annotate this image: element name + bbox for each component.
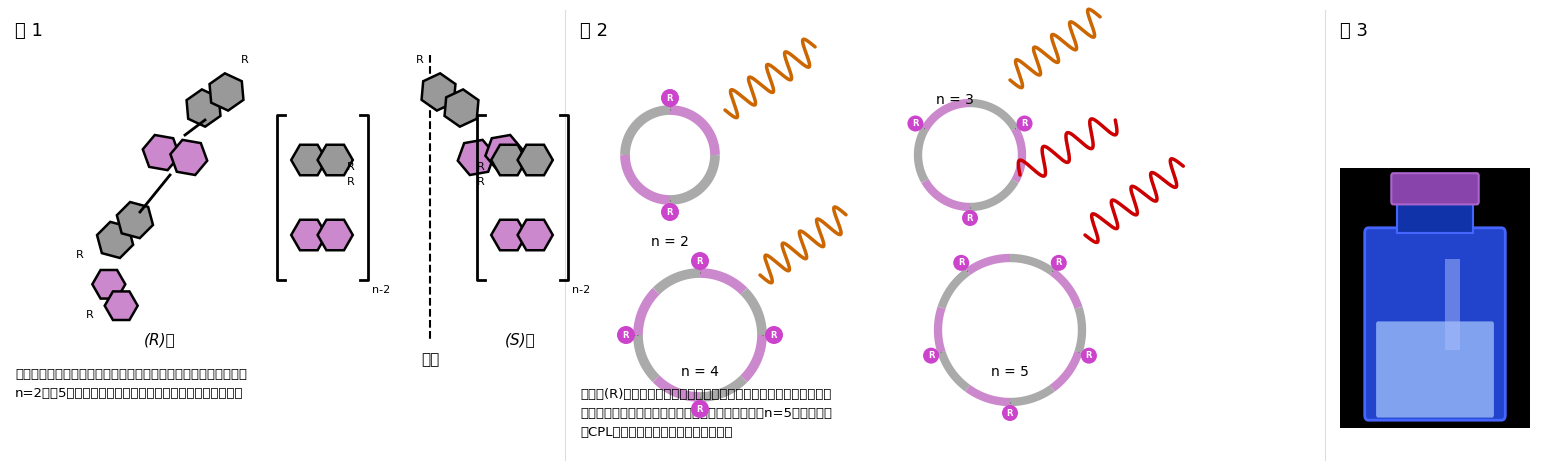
Text: (R)体: (R)体: [143, 333, 176, 348]
Circle shape: [1016, 115, 1032, 131]
Text: R: R: [348, 162, 355, 172]
Text: R: R: [667, 94, 673, 103]
Polygon shape: [187, 89, 220, 127]
Text: n = 2: n = 2: [652, 235, 689, 249]
Text: n = 4: n = 4: [681, 365, 719, 379]
Text: R: R: [912, 119, 918, 128]
FancyBboxPatch shape: [1364, 228, 1506, 420]
Text: R: R: [477, 162, 485, 172]
Text: 左右の分子は互いにキラル（鏡像関係にあるが同一ではない）。
n=2から5と、ユニットを増やせば環サイズは大きくなる。: 左右の分子は互いにキラル（鏡像関係にあるが同一ではない）。 n=2から5と、ユニ…: [16, 368, 246, 400]
Polygon shape: [97, 222, 133, 258]
Text: R: R: [348, 177, 355, 187]
Text: R: R: [416, 55, 424, 65]
Text: 図１の(R)体を模式的に記したもの。ナフタレン分子（灰色、紫色）
はそれぞれ、図中の棒に対応する。サイズが大きいn=5だけ逆回転
のCPLを発する。図３肉眼で見: 図１の(R)体を模式的に記したもの。ナフタレン分子（灰色、紫色） はそれぞれ、図…: [580, 388, 833, 439]
Circle shape: [617, 326, 635, 344]
Polygon shape: [491, 145, 527, 175]
Bar: [1397, 194, 1473, 233]
Circle shape: [1051, 255, 1066, 271]
Text: 鏡面: 鏡面: [421, 352, 440, 367]
Text: 図 3: 図 3: [1341, 22, 1367, 40]
Polygon shape: [209, 73, 243, 111]
Text: (S)体: (S)体: [505, 333, 535, 348]
Text: R: R: [697, 404, 703, 413]
Polygon shape: [444, 89, 479, 127]
Text: R: R: [770, 331, 778, 340]
Circle shape: [1080, 348, 1098, 364]
Polygon shape: [318, 220, 352, 250]
Polygon shape: [104, 291, 137, 320]
Polygon shape: [421, 73, 455, 111]
Text: n-2: n-2: [572, 285, 591, 295]
Text: R: R: [242, 55, 249, 65]
Text: R: R: [76, 250, 84, 260]
Text: 図 1: 図 1: [16, 22, 44, 40]
Text: R: R: [697, 256, 703, 265]
Text: n-2: n-2: [373, 285, 390, 295]
Polygon shape: [292, 220, 326, 250]
Circle shape: [765, 326, 783, 344]
Text: R: R: [477, 177, 485, 187]
Circle shape: [1002, 405, 1018, 421]
Circle shape: [907, 115, 923, 131]
Polygon shape: [292, 145, 326, 175]
Text: R: R: [622, 331, 630, 340]
Text: R: R: [1007, 409, 1013, 418]
Circle shape: [962, 210, 977, 226]
Text: R: R: [928, 351, 934, 360]
Circle shape: [691, 252, 709, 270]
Text: R: R: [667, 208, 673, 217]
Text: R: R: [957, 258, 965, 267]
Polygon shape: [458, 140, 494, 175]
Text: R: R: [1055, 258, 1062, 267]
Polygon shape: [117, 202, 153, 238]
Circle shape: [923, 348, 939, 364]
Polygon shape: [170, 140, 207, 175]
Circle shape: [661, 89, 680, 107]
Circle shape: [691, 400, 709, 418]
Circle shape: [953, 255, 970, 271]
Text: 図 2: 図 2: [580, 22, 608, 40]
Text: R: R: [1085, 351, 1093, 360]
Polygon shape: [318, 145, 352, 175]
Text: n = 3: n = 3: [935, 93, 974, 107]
Text: n = 5: n = 5: [992, 365, 1029, 379]
Text: R: R: [1021, 119, 1027, 128]
Polygon shape: [143, 135, 179, 170]
Text: R: R: [967, 213, 973, 222]
Polygon shape: [518, 145, 553, 175]
Circle shape: [661, 203, 680, 221]
Polygon shape: [491, 220, 527, 250]
Polygon shape: [485, 135, 522, 170]
Polygon shape: [518, 220, 553, 250]
Polygon shape: [92, 270, 125, 298]
FancyBboxPatch shape: [1377, 321, 1494, 418]
Text: R: R: [86, 310, 94, 320]
FancyBboxPatch shape: [1391, 173, 1478, 204]
Bar: [1445, 259, 1459, 350]
